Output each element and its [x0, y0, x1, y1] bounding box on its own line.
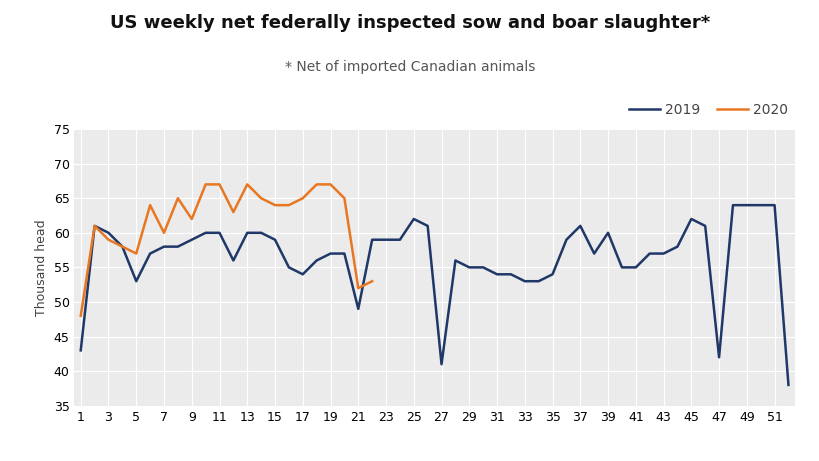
2020	[131, 251, 141, 256]
2020	[201, 182, 210, 187]
Y-axis label: Thousand head: Thousand head	[35, 219, 48, 316]
2020	[159, 230, 169, 236]
2020	[187, 216, 197, 222]
2019	[409, 216, 419, 222]
2020	[229, 209, 238, 215]
2020	[297, 195, 307, 201]
2019	[741, 202, 751, 208]
2020	[353, 285, 363, 291]
2019	[727, 202, 737, 208]
2020	[215, 182, 224, 187]
2019	[75, 348, 85, 353]
2020	[367, 278, 377, 284]
2020	[339, 195, 349, 201]
2020	[256, 195, 265, 201]
2020	[89, 223, 99, 229]
2019	[325, 251, 335, 256]
2019	[505, 272, 515, 277]
2019	[533, 278, 543, 284]
2020	[145, 202, 155, 208]
Text: * Net of imported Canadian animals: * Net of imported Canadian animals	[284, 60, 535, 74]
2019	[783, 382, 793, 388]
Text: US weekly net federally inspected sow and boar slaughter*: US weekly net federally inspected sow an…	[110, 14, 709, 32]
2019	[131, 278, 141, 284]
2020	[117, 244, 127, 249]
Line: 2019: 2019	[80, 205, 788, 385]
2020	[103, 237, 113, 242]
2020	[75, 313, 85, 319]
2020	[325, 182, 335, 187]
2020	[269, 202, 279, 208]
Line: 2020: 2020	[80, 184, 372, 316]
2020	[242, 182, 252, 187]
2020	[311, 182, 321, 187]
2020	[283, 202, 293, 208]
Legend: 2019, 2020: 2019, 2020	[628, 103, 788, 117]
2020	[173, 195, 183, 201]
